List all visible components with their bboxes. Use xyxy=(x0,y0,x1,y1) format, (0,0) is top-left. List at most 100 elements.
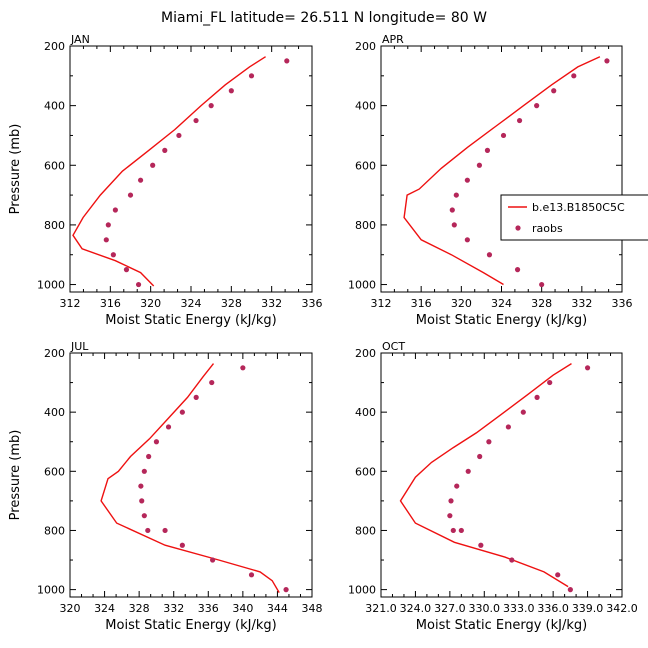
obs-point xyxy=(484,147,491,153)
obs-point xyxy=(448,498,454,504)
obs-point xyxy=(454,483,460,489)
x-tick-label: 332 xyxy=(163,602,184,615)
x-axis-label: Moist Static Energy (kJ/kg) xyxy=(105,618,276,633)
x-tick-label: 336 xyxy=(612,297,633,310)
x-tick-label: 332 xyxy=(261,297,282,310)
obs-point xyxy=(176,132,182,139)
obs-point xyxy=(509,557,515,563)
obs-point xyxy=(162,527,168,534)
obs-point xyxy=(162,147,168,153)
obs-point xyxy=(240,365,246,371)
obs-point xyxy=(516,117,523,124)
obs-point xyxy=(555,572,561,578)
obs-point xyxy=(486,439,492,445)
obs-point xyxy=(210,557,216,563)
x-tick-label: 332 xyxy=(571,297,592,310)
obs-point xyxy=(146,453,152,460)
panel-title: JUL xyxy=(70,340,89,353)
obs-point xyxy=(193,117,199,124)
panel-oct: OCT 321.0 324.0 327.0 330.0 333.0 336.0 339.0 34… xyxy=(348,340,638,633)
panel-title: APR xyxy=(382,33,404,46)
legend-model-label: b.e13.B1850C5C xyxy=(532,201,625,214)
panel-apr: APR 312 316 320 324 328 332 336 200 400 600 800 1000… xyxy=(348,33,648,328)
x-axis-label: Moist Static Energy (kJ/kg) xyxy=(416,313,587,328)
panel-jan: JAN 312 316 320 324 328 332 336 200 400 600 800 1000… xyxy=(8,33,323,328)
obs-point xyxy=(604,58,610,64)
obs-point xyxy=(571,73,577,79)
model-series-line xyxy=(399,363,572,588)
figure-title: Miami_FL latitude= 26.511 N longitude= 8… xyxy=(161,10,487,26)
y-tick-label: 400 xyxy=(44,100,65,113)
obs-point xyxy=(551,88,557,94)
panel-jul: JUL 320 324 328 332 336 340 344 348 200 400 600 800 1… xyxy=(8,340,323,633)
obs-point xyxy=(464,237,470,243)
x-tick-label: 339.0 xyxy=(572,602,604,615)
obs-point xyxy=(464,177,470,183)
y-axis-label: Pressure (mb) xyxy=(8,430,23,521)
obs-point xyxy=(283,587,289,593)
x-tick-label: 344 xyxy=(267,602,288,615)
y-tick-label: 200 xyxy=(355,40,376,53)
legend-obs-swatch xyxy=(515,225,521,231)
x-tick-label: 342.0 xyxy=(606,602,638,615)
x-tick-label: 330.0 xyxy=(469,602,501,615)
y-tick-label: 1000 xyxy=(37,279,65,292)
y-tick-label: 1000 xyxy=(348,279,376,292)
obs-point xyxy=(248,73,255,79)
obs-point xyxy=(248,572,255,578)
obs-point xyxy=(138,483,144,489)
x-tick-label: 336 xyxy=(302,297,323,310)
obs-point xyxy=(141,468,147,474)
y-tick-label: 800 xyxy=(355,219,376,232)
obs-point xyxy=(153,439,160,445)
obs-point xyxy=(539,281,545,288)
obs-point xyxy=(110,252,116,258)
obs-point xyxy=(567,587,573,593)
obs-point xyxy=(193,394,199,400)
obs-point xyxy=(447,513,453,519)
obs-point xyxy=(139,498,145,504)
obs-point xyxy=(209,379,215,386)
y-tick-label: 800 xyxy=(44,524,65,537)
obs-point xyxy=(179,409,185,415)
legend-obs-label: raobs xyxy=(532,222,563,235)
y-tick-label: 600 xyxy=(355,159,376,172)
obs-point xyxy=(449,207,455,213)
obs-point xyxy=(105,222,111,228)
x-tick-label: 336.0 xyxy=(537,602,569,615)
plot-frame xyxy=(380,352,623,598)
panel-title: JAN xyxy=(70,33,90,46)
y-tick-label: 600 xyxy=(44,465,65,478)
y-tick-label: 400 xyxy=(355,406,376,419)
x-tick-label: 312 xyxy=(371,297,392,310)
x-tick-label: 316 xyxy=(100,297,121,310)
obs-point xyxy=(208,103,214,109)
obs-point xyxy=(520,409,526,415)
obs-point xyxy=(135,281,142,288)
x-tick-label: 327.0 xyxy=(434,602,466,615)
y-tick-label: 400 xyxy=(355,100,376,113)
y-tick-label: 200 xyxy=(44,347,65,360)
obs-point xyxy=(465,468,471,474)
obs-point xyxy=(451,222,457,228)
obs-point xyxy=(534,103,540,109)
x-tick-label: 324 xyxy=(94,602,115,615)
obs-point xyxy=(127,192,134,198)
x-tick-label: 316 xyxy=(411,297,432,310)
obs-point xyxy=(450,527,456,534)
obs-point xyxy=(584,365,591,371)
y-tick-label: 200 xyxy=(355,347,376,360)
obs-point xyxy=(228,88,234,94)
obs-point xyxy=(505,424,511,430)
x-tick-label: 324 xyxy=(181,297,202,310)
plot-frame xyxy=(69,352,313,598)
obs-point xyxy=(137,177,144,183)
x-tick-label: 328 xyxy=(129,602,150,615)
x-tick-label: 328 xyxy=(221,297,242,310)
obs-point xyxy=(284,58,290,64)
y-axis-label: Pressure (mb) xyxy=(8,124,23,215)
obs-point xyxy=(534,394,540,400)
obs-point xyxy=(453,192,459,198)
y-tick-label: 400 xyxy=(44,406,65,419)
